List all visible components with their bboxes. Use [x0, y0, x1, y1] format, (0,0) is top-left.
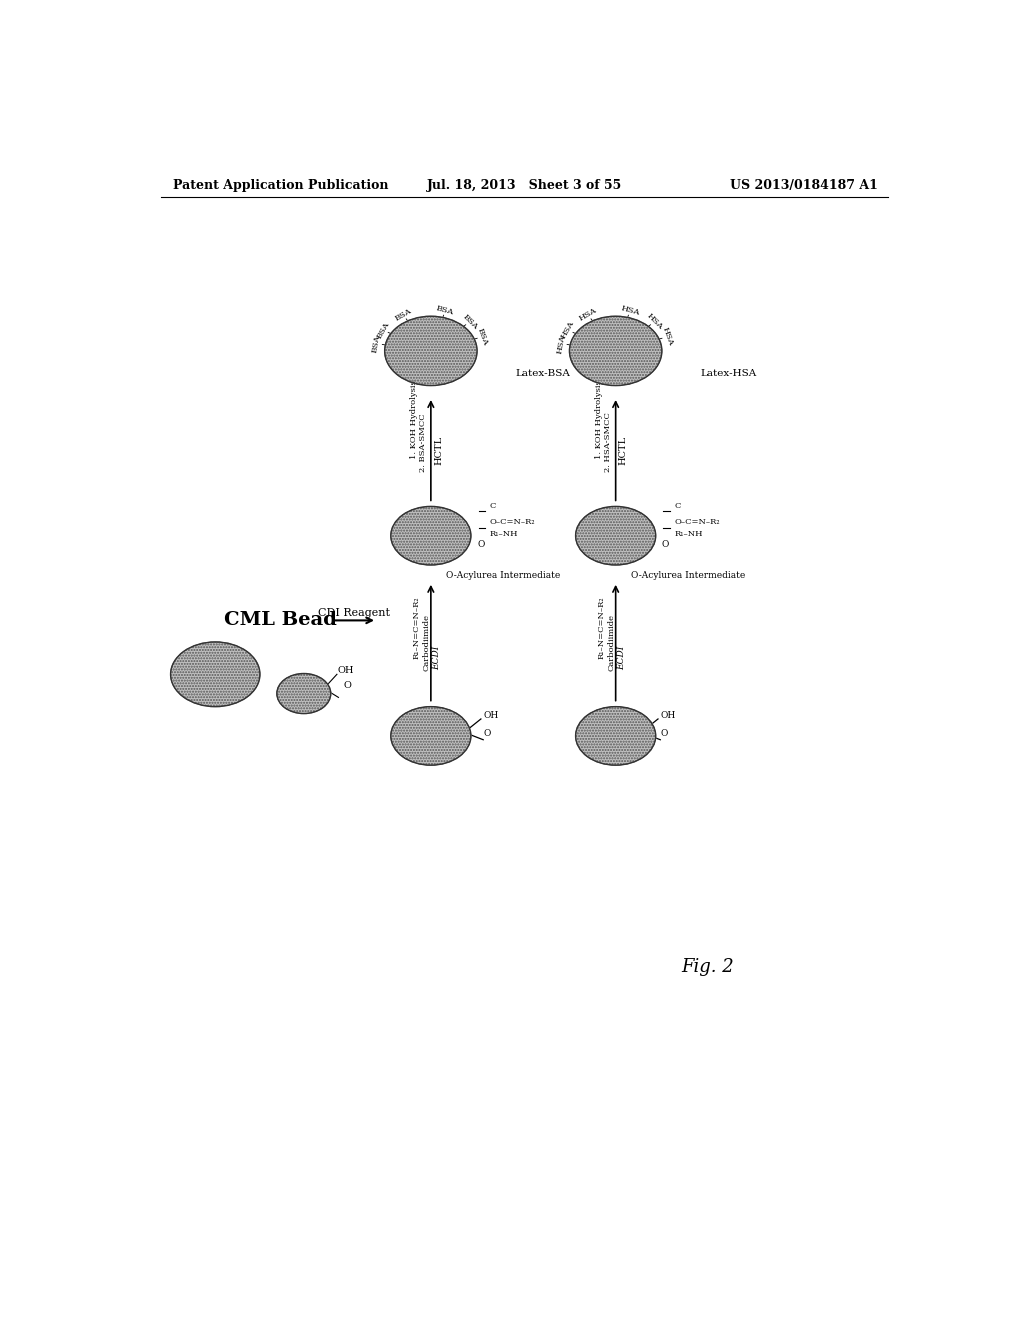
Text: BSA: BSA: [461, 313, 479, 331]
Text: Carbodiimide: Carbodiimide: [607, 614, 615, 672]
Text: O–C=N–R₂: O–C=N–R₂: [674, 517, 720, 525]
Text: Latex-HSA: Latex-HSA: [700, 370, 757, 379]
Text: C: C: [489, 503, 496, 511]
Text: O: O: [477, 540, 484, 549]
Text: CML Bead: CML Bead: [224, 611, 337, 630]
Text: OH: OH: [660, 710, 676, 719]
Ellipse shape: [385, 317, 477, 385]
Text: Patent Application Publication: Patent Application Publication: [173, 178, 388, 191]
Text: BSA: BSA: [476, 327, 489, 347]
Text: C: C: [674, 503, 681, 511]
Text: HCTL: HCTL: [434, 436, 443, 465]
Text: US 2013/0184187 A1: US 2013/0184187 A1: [729, 178, 878, 191]
Text: BSA: BSA: [435, 305, 455, 317]
Text: OH: OH: [338, 667, 354, 675]
Text: HSA: HSA: [559, 319, 575, 341]
Text: R₁–NH: R₁–NH: [489, 531, 518, 539]
Ellipse shape: [276, 673, 331, 714]
Text: Carbodiimide: Carbodiimide: [422, 614, 430, 672]
Text: ECDI: ECDI: [617, 645, 627, 671]
Text: HSA: HSA: [555, 334, 566, 354]
Text: R₁–NH: R₁–NH: [674, 531, 702, 539]
Text: O–C=N–R₂: O–C=N–R₂: [489, 517, 535, 525]
Text: HSA: HSA: [660, 326, 675, 347]
Text: O-Acylurea Intermediate: O-Acylurea Intermediate: [446, 572, 560, 581]
Text: R₁–N=C=N–R₂: R₁–N=C=N–R₂: [413, 597, 421, 659]
Text: O: O: [344, 681, 351, 690]
Text: BSA: BSA: [393, 308, 413, 323]
Text: O: O: [662, 540, 670, 549]
Text: BSA: BSA: [375, 321, 391, 341]
Ellipse shape: [391, 507, 471, 565]
Text: HSA: HSA: [620, 305, 640, 317]
Ellipse shape: [391, 706, 471, 766]
Text: Latex-BSA: Latex-BSA: [515, 370, 570, 379]
Text: O-Acylurea Intermediate: O-Acylurea Intermediate: [631, 572, 745, 581]
Text: HSA: HSA: [578, 306, 598, 323]
Text: BSA: BSA: [371, 334, 382, 354]
Ellipse shape: [575, 507, 655, 565]
Text: OH: OH: [483, 710, 499, 719]
Text: 1. KOH Hydrolysis: 1. KOH Hydrolysis: [595, 380, 603, 459]
Ellipse shape: [569, 317, 662, 385]
Text: HSA: HSA: [645, 312, 665, 331]
Text: Jul. 18, 2013   Sheet 3 of 55: Jul. 18, 2013 Sheet 3 of 55: [427, 178, 623, 191]
Text: 2. HSA-SMCC: 2. HSA-SMCC: [604, 413, 612, 473]
Text: O: O: [660, 729, 668, 738]
Text: ECDI: ECDI: [432, 645, 441, 671]
Text: R₁–N=C=N–R₂: R₁–N=C=N–R₂: [598, 597, 606, 659]
Ellipse shape: [575, 706, 655, 766]
Text: Fig. 2: Fig. 2: [682, 958, 734, 975]
Text: O: O: [483, 729, 490, 738]
Text: CDI Reagent: CDI Reagent: [317, 607, 390, 618]
Text: HCTL: HCTL: [618, 436, 628, 465]
Text: 2. BSA-SMCC: 2. BSA-SMCC: [419, 413, 427, 471]
Text: 1. KOH Hydrolysis: 1. KOH Hydrolysis: [410, 380, 418, 459]
Ellipse shape: [171, 642, 260, 706]
